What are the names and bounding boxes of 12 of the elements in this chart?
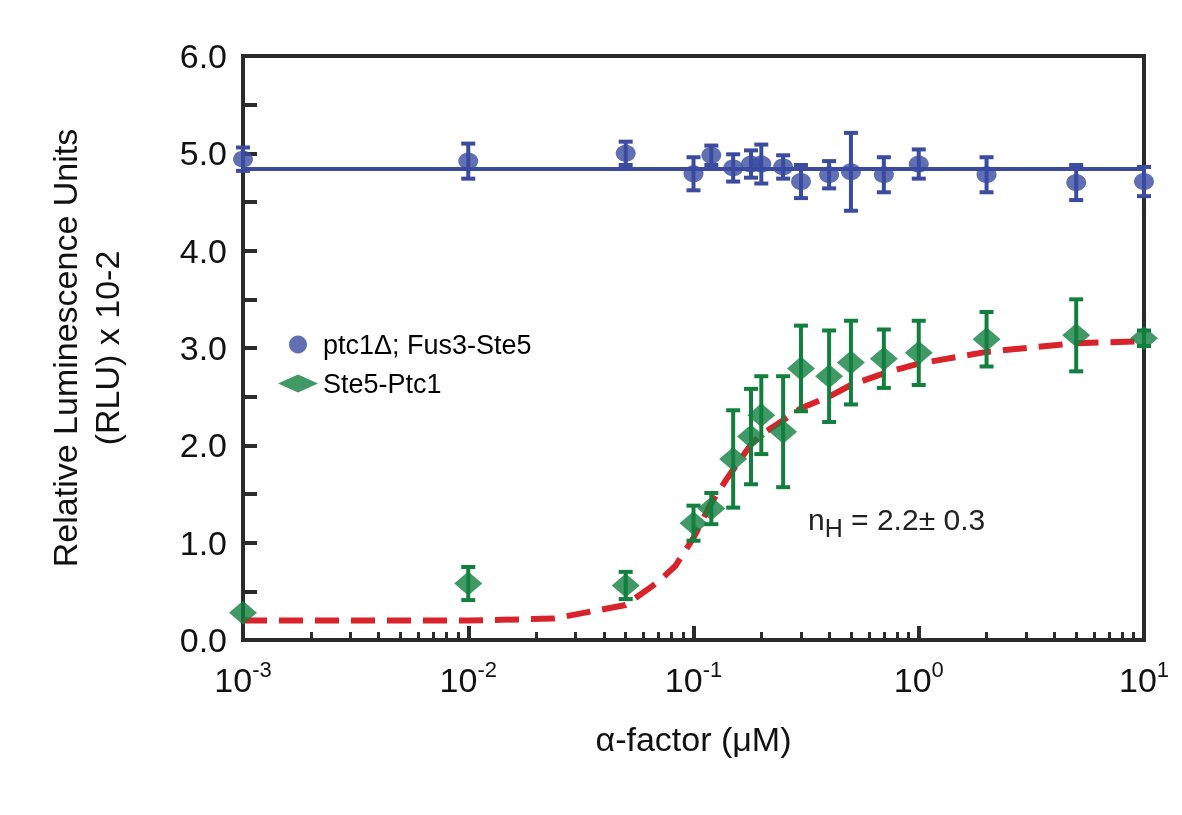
y-tick-label: 3.0: [179, 329, 227, 367]
x-axis-title: α-factor (μM): [595, 720, 792, 758]
y-tick-label: 6.0: [179, 37, 227, 75]
legend-label: ptc1Δ; Fus3-Ste5: [323, 329, 532, 360]
legend-label: Ste5-Ptc1: [323, 368, 442, 399]
y-tick-label: 1.0: [179, 523, 227, 562]
y-axis-title: Relative Luminescence Units (RLU) x 10-2: [46, 128, 126, 568]
y-tick-label: 4.0: [179, 231, 227, 270]
y-tick-label: 2.0: [179, 426, 227, 465]
y-tick-label: 0.0: [179, 621, 227, 659]
y-tick-label: 5.0: [179, 134, 227, 173]
annotation: n$_{H}$ = 2.2± 0.3: [808, 502, 986, 544]
